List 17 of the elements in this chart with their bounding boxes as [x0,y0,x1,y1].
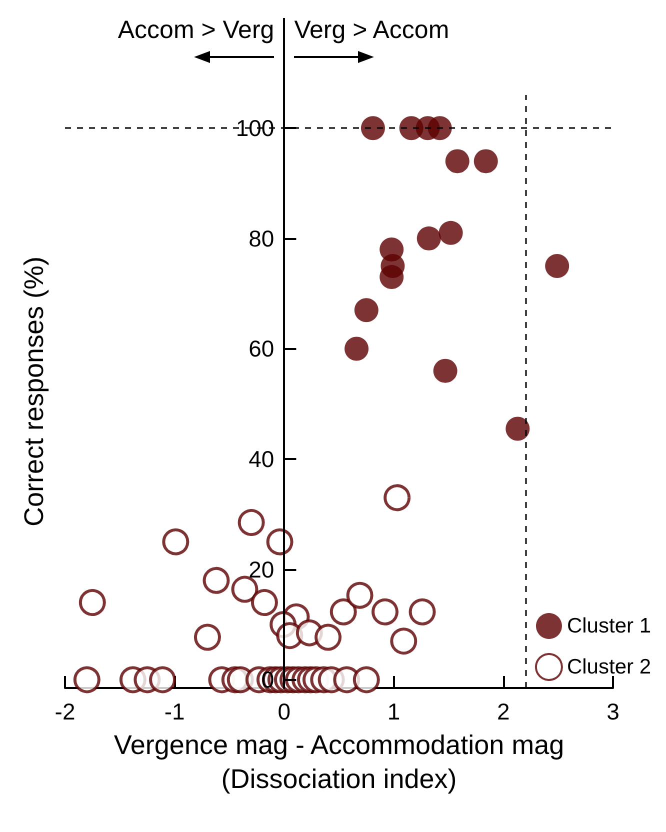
x-tick-label: 1 [387,698,400,724]
legend-label: Cluster 1 [566,614,651,638]
y-tick-label: 100 [236,115,274,142]
text: Verg > Accom [294,16,450,44]
y-tick-label: 40 [248,446,274,472]
x-tick-label: 0 [278,698,291,724]
y-axis-title: Correct responses (%) [19,256,49,527]
y-tick-label: 60 [248,336,274,362]
legend-label: Cluster 2 [566,656,651,678]
x-axis-title: Vergence mag - Accommodation mag (Dissociation index) [114,730,564,794]
x-tick-label: 3 [606,698,620,724]
text: Accom > Verg [118,16,274,44]
y-tick-label: 20 [248,556,274,582]
x-tick-label: 2 [497,698,510,724]
x-tick-label: -1 [164,698,185,724]
y-tick-label: 80 [248,225,274,252]
x-tick-label: -2 [54,698,76,724]
